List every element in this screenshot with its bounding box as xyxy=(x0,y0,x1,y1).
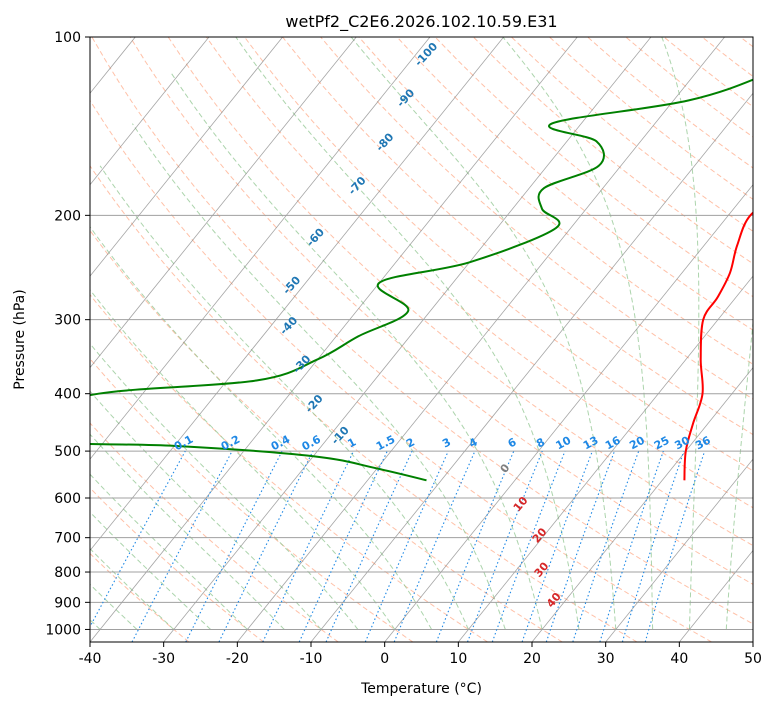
mixing-ratio-line xyxy=(644,450,706,642)
temperature-profile-line xyxy=(683,211,753,481)
y-axis-ticks: 100 200 300 400 500 600 700 800 900 1000 xyxy=(45,30,90,638)
isotherm-line xyxy=(310,92,753,642)
mixing-ratio-line xyxy=(491,450,566,642)
plot-frame xyxy=(89,36,754,643)
mixing-ratio-line xyxy=(325,450,413,642)
y-tick-label: 400 xyxy=(54,387,81,403)
x-tick-label: -20 xyxy=(226,651,249,667)
mixing-ratio-line xyxy=(435,450,515,642)
mixing-ratio-line xyxy=(185,450,283,642)
mixing-ratio-line xyxy=(218,450,314,642)
y-axis-label: Pressure (hPa) xyxy=(12,289,28,389)
y-tick-label: 900 xyxy=(54,595,81,611)
moist-adiabat-line xyxy=(90,511,211,630)
y-tick-label: 100 xyxy=(54,30,81,46)
dry-adiabat-line xyxy=(90,487,264,642)
moist-adiabat-line xyxy=(350,37,617,630)
mixing-ratio-label: 36 xyxy=(693,434,713,453)
dry-adiabat-line xyxy=(90,164,638,642)
x-tick-label: -30 xyxy=(152,651,175,667)
mixing-ratio-label: 16 xyxy=(603,434,623,453)
moist-adiabat-line xyxy=(90,342,359,630)
dry-adiabat-line xyxy=(90,99,712,642)
mixing-ratio-label: 20 xyxy=(627,434,647,453)
y-tick-label: 1000 xyxy=(45,622,81,638)
x-tick-label: 20 xyxy=(523,651,541,667)
x-tick-label: -10 xyxy=(300,651,323,667)
mixing-ratio-label: 13 xyxy=(581,434,601,453)
isotherm-line xyxy=(605,458,753,642)
mixing-ratio-line xyxy=(393,450,476,642)
mixing-ratio-label: 30 xyxy=(672,434,692,453)
mixing-ratio-line xyxy=(545,450,616,642)
dry-adiabat-line xyxy=(90,293,488,642)
isotherm-line xyxy=(90,37,431,460)
isotherm-line xyxy=(90,37,504,552)
x-axis-ticks: -40 -30 -20 -10 0 10 20 30 40 50 xyxy=(79,642,762,667)
moist-adiabat-line xyxy=(90,583,138,630)
x-tick-label: 30 xyxy=(597,651,615,667)
moist-adiabat-line xyxy=(90,473,248,630)
y-tick-label: 500 xyxy=(54,444,81,460)
moist-adiabat-line xyxy=(131,123,506,630)
x-tick-label: -40 xyxy=(79,651,102,667)
moist-adiabat-line xyxy=(90,289,396,630)
x-axis-label: Temperature (°C) xyxy=(360,681,482,697)
x-tick-label: 10 xyxy=(449,651,467,667)
moist-adiabat-line xyxy=(235,37,580,630)
y-tick-label: 300 xyxy=(54,313,81,329)
mixing-ratio-line xyxy=(131,450,233,642)
mixing-ratio-line xyxy=(364,450,449,642)
moist-adiabat-line xyxy=(90,547,175,630)
moist-adiabat-line xyxy=(502,37,654,630)
isotherm-line xyxy=(90,37,578,642)
mixing-ratio-line xyxy=(621,450,685,642)
dry-adiabat-line xyxy=(167,37,753,547)
chart-title: wetPf2_C2E6.2026.102.10.59.E31 xyxy=(285,12,557,32)
mixing-ratio-line xyxy=(90,450,186,628)
dewpoint-profile-line xyxy=(90,78,753,482)
mixing-ratio-line xyxy=(521,450,593,642)
plot-background-lines xyxy=(90,37,753,642)
isotherm-line xyxy=(163,37,652,642)
dry-adiabat-line xyxy=(91,37,753,625)
y-tick-label: 600 xyxy=(54,491,81,507)
isotherm-line xyxy=(531,366,753,642)
y-tick-label: 800 xyxy=(54,565,81,581)
mixing-ratio-label: 10 xyxy=(554,434,574,453)
dry-adiabat-line xyxy=(244,37,753,472)
isotherm-line xyxy=(90,37,210,186)
dry-adiabat-line xyxy=(129,37,753,585)
isotherm-line xyxy=(384,184,753,642)
moist-adiabat-line xyxy=(90,433,285,630)
mixing-ratio-label: 25 xyxy=(652,434,672,453)
moist-adiabat-line xyxy=(725,318,753,630)
isotherm-line xyxy=(90,37,283,277)
dry-adiabat-line xyxy=(205,37,753,509)
dry-adiabat-line xyxy=(90,422,339,642)
x-tick-label: 40 xyxy=(670,651,688,667)
x-tick-label: 50 xyxy=(744,651,762,667)
plot-data-lines xyxy=(90,78,753,482)
mixing-ratio-line xyxy=(599,450,664,642)
dry-adiabat-line xyxy=(282,37,753,436)
moist-adiabat-line xyxy=(170,72,543,630)
dry-adiabat-line xyxy=(90,552,190,642)
moist-adiabat-line xyxy=(661,37,700,630)
y-tick-label: 700 xyxy=(54,531,81,547)
dry-adiabat-line xyxy=(396,37,753,331)
isotherm-line xyxy=(237,37,725,642)
mixing-ratio-line xyxy=(466,450,543,642)
isotherm-line xyxy=(90,37,357,369)
moist-adiabat-line xyxy=(90,225,433,630)
y-tick-label: 200 xyxy=(54,208,81,224)
dry-adiabat-line xyxy=(358,37,753,365)
x-tick-label: 0 xyxy=(380,651,389,667)
moist-adiabat-line xyxy=(99,165,469,630)
mixing-ratio-line xyxy=(572,450,640,642)
